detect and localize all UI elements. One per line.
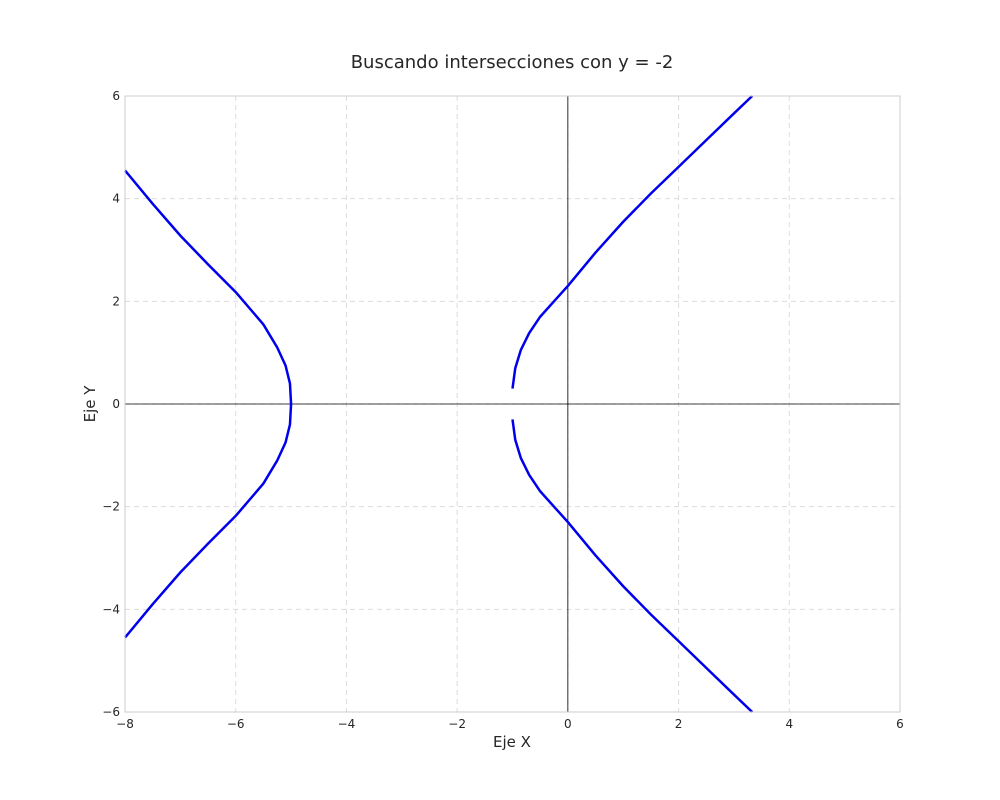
series-line-1 — [124, 403, 293, 639]
series-line-2 — [511, 95, 754, 389]
y-tick-labels: −6 −4 −2 0 2 4 6 — [102, 89, 120, 719]
x-tick-label: −6 — [227, 717, 245, 731]
y-tick-label: 2 — [112, 294, 120, 308]
series-lines — [124, 95, 754, 713]
series-line-0 — [124, 169, 293, 405]
y-axis-label: Eje Y — [81, 385, 99, 423]
series-line-3 — [511, 419, 754, 713]
x-tick-label: −4 — [338, 717, 356, 731]
x-tick-labels: −8 −6 −4 −2 0 2 4 6 — [116, 717, 904, 731]
x-tick-label: 6 — [896, 717, 904, 731]
x-tick-label: −8 — [116, 717, 134, 731]
y-tick-label: −2 — [102, 500, 120, 514]
y-tick-label: −4 — [102, 602, 120, 616]
y-tick-label: 4 — [112, 192, 120, 206]
x-tick-label: 2 — [675, 717, 683, 731]
x-tick-label: 0 — [564, 717, 572, 731]
x-tick-label: 4 — [785, 717, 793, 731]
zero-axes — [125, 96, 900, 712]
x-axis-label: Eje X — [493, 733, 531, 751]
plot-frame — [124, 95, 901, 713]
chart-title: Buscando intersecciones con y = -2 — [351, 52, 674, 73]
y-tick-label: 0 — [112, 397, 120, 411]
y-tick-label: −6 — [102, 705, 120, 719]
y-tick-label: 6 — [112, 89, 120, 103]
x-tick-label: −2 — [448, 717, 466, 731]
